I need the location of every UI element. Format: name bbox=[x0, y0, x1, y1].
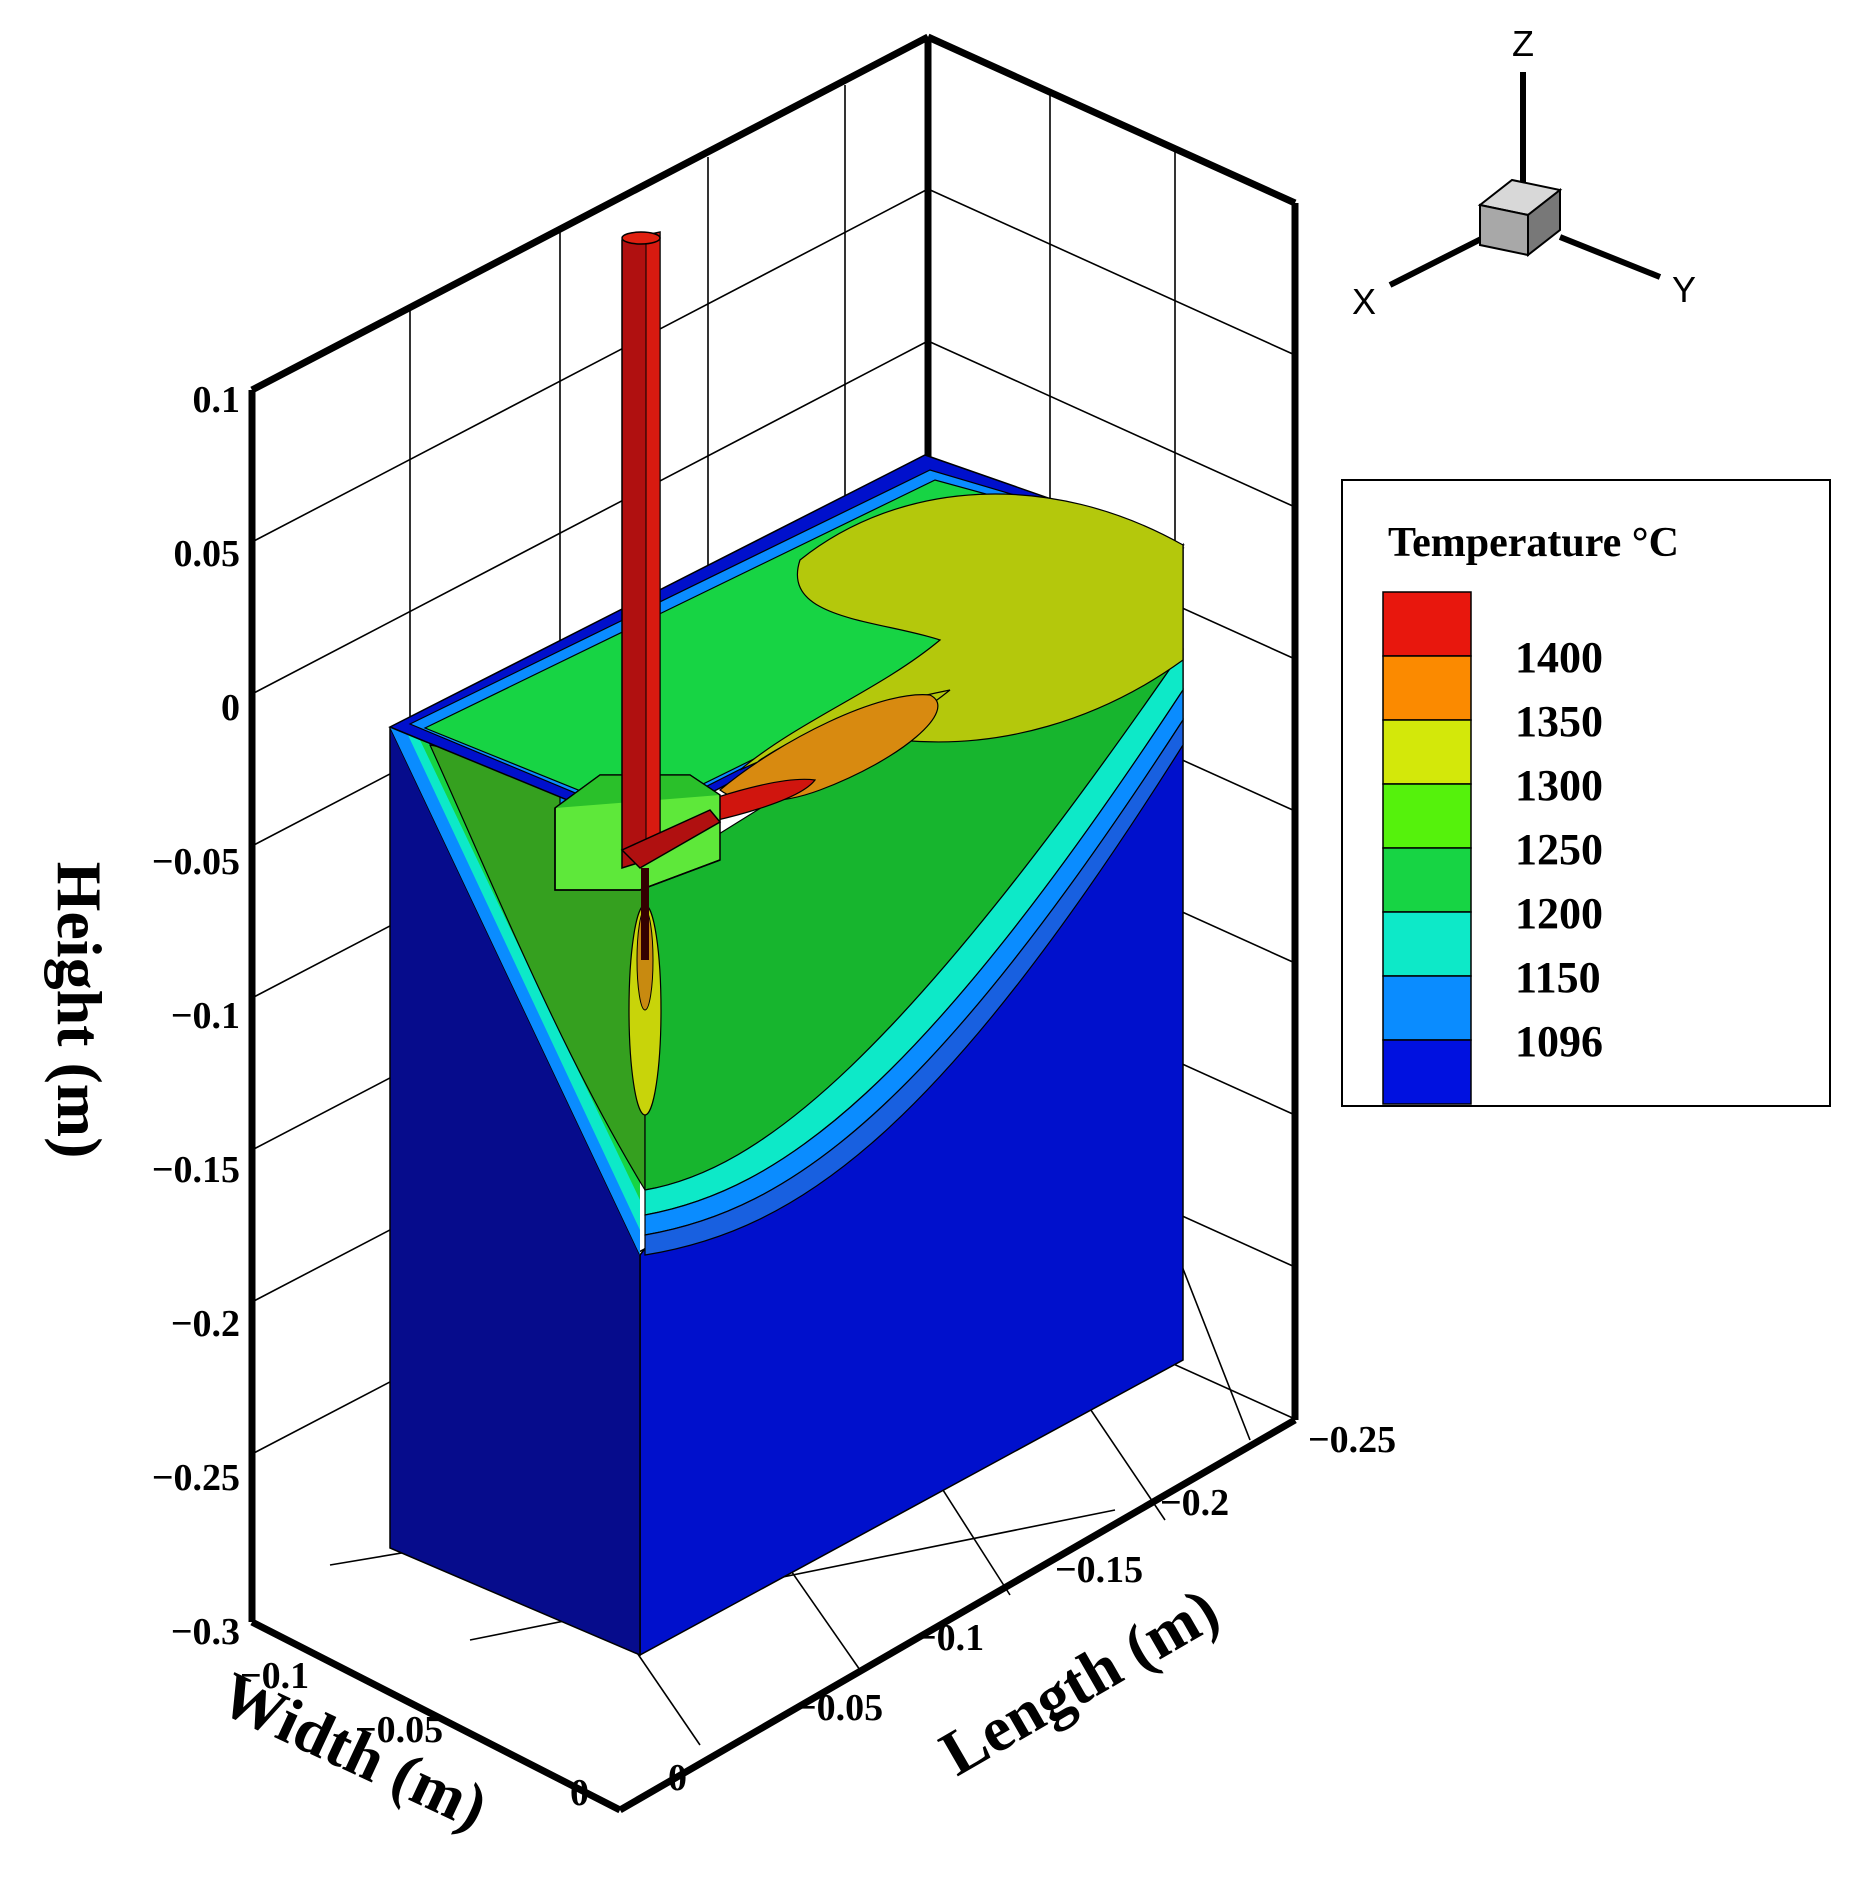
triad-x-label: X bbox=[1352, 281, 1376, 322]
legend-title: Temperature °C bbox=[1388, 520, 1679, 566]
y-axis-ticks: 0 −0.05 −0.1 −0.15 −0.2 −0.25 bbox=[668, 1419, 1396, 1799]
y-tick-1: −0.05 bbox=[795, 1687, 883, 1729]
legend: Temperature °C 1400135013001250120011501… bbox=[1341, 479, 1831, 1107]
triad-z-label: Z bbox=[1512, 23, 1534, 64]
legend-swatches: 1400 1350 1300 1250 1200 1150 1096 bbox=[1382, 591, 1603, 1105]
x-axis-ticks: −0.1 −0.05 0 bbox=[240, 1655, 589, 1814]
bounding-box-frame bbox=[248, 33, 1299, 1814]
z-tick-3: −0.05 bbox=[152, 841, 240, 883]
z-tick-1: 0.05 bbox=[174, 533, 241, 575]
z-tick-5: −0.15 bbox=[152, 1149, 240, 1191]
legend-swatch-6 bbox=[1382, 975, 1472, 1041]
z-tick-2: 0 bbox=[221, 687, 240, 729]
legend-swatch-4 bbox=[1382, 847, 1472, 913]
orientation-triad: Z X Y bbox=[1352, 23, 1696, 322]
z-tick-4: −0.1 bbox=[171, 995, 240, 1037]
legend-label-5: 1150 bbox=[1515, 953, 1601, 1002]
x-tick-0: −0.1 bbox=[240, 1655, 309, 1697]
z-tick-6: −0.2 bbox=[171, 1303, 240, 1345]
x-tick-1: −0.05 bbox=[355, 1709, 443, 1751]
legend-swatch-1 bbox=[1382, 655, 1472, 721]
legend-swatch-5 bbox=[1382, 911, 1472, 977]
y-tick-5: −0.25 bbox=[1308, 1419, 1396, 1461]
legend-label-3: 1250 bbox=[1515, 825, 1603, 874]
y-tick-2: −0.1 bbox=[915, 1617, 984, 1659]
z-tick-7: −0.25 bbox=[152, 1457, 240, 1499]
y-tick-4: −0.2 bbox=[1160, 1482, 1229, 1524]
legend-label-0: 1400 bbox=[1515, 633, 1603, 682]
legend-swatch-3 bbox=[1382, 783, 1472, 849]
z-tick-0: 0.1 bbox=[193, 379, 241, 421]
legend-label-1: 1350 bbox=[1515, 697, 1603, 746]
y-tick-3: −0.15 bbox=[1055, 1549, 1143, 1591]
y-tick-0: 0 bbox=[668, 1757, 687, 1799]
nozzle bbox=[620, 231, 722, 960]
legend-label-2: 1300 bbox=[1515, 761, 1603, 810]
legend-label-6: 1096 bbox=[1515, 1017, 1603, 1066]
z-tick-8: −0.3 bbox=[171, 1611, 240, 1653]
z-axis-ticks: 0.1 0.05 0 −0.05 −0.1 −0.15 −0.2 −0.25 −… bbox=[152, 379, 240, 1653]
legend-label-4: 1200 bbox=[1515, 889, 1603, 938]
legend-swatch-2 bbox=[1382, 719, 1472, 785]
triad-y-label: Y bbox=[1672, 269, 1696, 310]
legend-swatch-0 bbox=[1382, 591, 1472, 657]
legend-swatch-7 bbox=[1382, 1039, 1472, 1105]
x-axis-title: Width (m) bbox=[210, 1658, 498, 1843]
z-axis-title: Height (m) bbox=[44, 862, 115, 1159]
x-tick-2: 0 bbox=[570, 1772, 589, 1814]
melt-block bbox=[388, 454, 1185, 1657]
